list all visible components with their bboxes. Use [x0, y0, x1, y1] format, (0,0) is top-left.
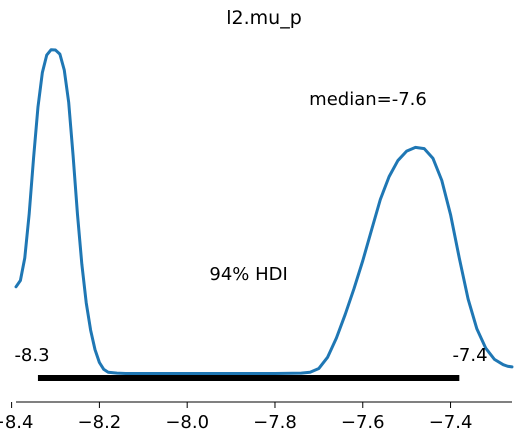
- x-tick-label: −7.6: [341, 412, 385, 433]
- x-tick-label: −8.2: [78, 412, 122, 433]
- x-tick-label: −7.4: [429, 412, 473, 433]
- chart-title: l2.mu_p: [226, 7, 302, 29]
- x-tick-label: −8.0: [165, 412, 209, 433]
- x-tick-label: −7.8: [253, 412, 297, 433]
- density-curve: [14, 48, 514, 375]
- median-label: median=-7.6: [309, 89, 427, 110]
- x-axis-ticks: −8.4 −8.2 −8.0 −7.8 −7.6 −7.4: [0, 402, 472, 433]
- hdi-high-label: -7.4: [452, 345, 487, 366]
- x-tick-label: −8.4: [0, 412, 33, 433]
- hdi-low-label: -8.3: [14, 345, 49, 366]
- hdi-label: 94% HDI: [209, 264, 287, 285]
